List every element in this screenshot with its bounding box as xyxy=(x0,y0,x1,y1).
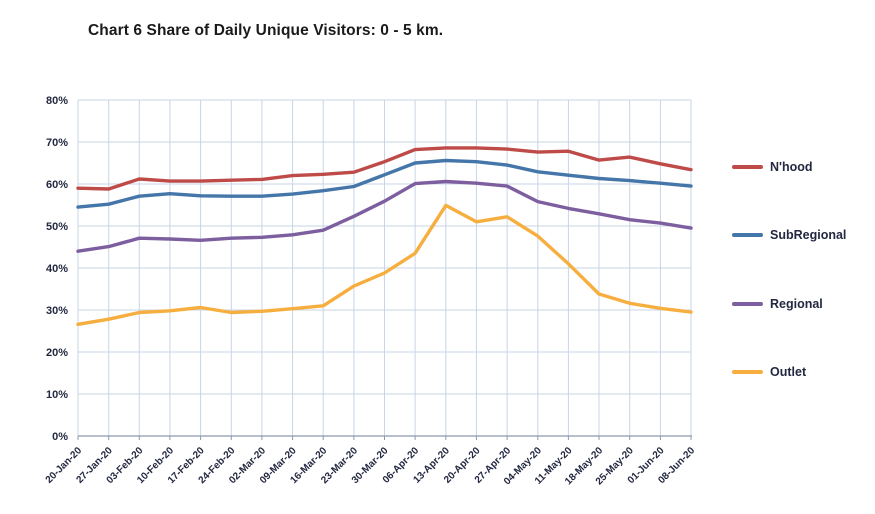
series-line-subregional xyxy=(76,158,693,209)
legend-line-swatch-n-hood xyxy=(732,165,763,169)
series-line-outlet xyxy=(76,203,693,326)
y-axis-tick-label: 40% xyxy=(46,263,68,275)
legend-item-outlet: Outlet xyxy=(732,364,806,380)
chart-legend: N'hood SubRegional Regional Outlet xyxy=(732,0,872,514)
legend-label-regional: Regional xyxy=(770,297,823,311)
legend-label-subregional: SubRegional xyxy=(770,228,847,242)
legend-line-swatch-regional xyxy=(732,302,763,306)
legend-item-n-hood: N'hood xyxy=(732,159,813,175)
chart-title: Chart 6 Share of Daily Unique Visitors: … xyxy=(88,22,444,39)
y-axis-tick-label: 20% xyxy=(46,347,68,359)
legend-label-n-hood: N'hood xyxy=(770,160,813,174)
legend-item-regional: Regional xyxy=(732,296,823,312)
y-axis-tick-label: 50% xyxy=(46,221,68,233)
y-axis-tick-label: 70% xyxy=(46,137,68,149)
y-axis-tick-label: 80% xyxy=(46,95,68,107)
legend-line-swatch-outlet xyxy=(732,370,763,374)
y-axis-tick-label: 10% xyxy=(46,389,68,401)
series-line-n-hood xyxy=(76,146,693,191)
legend-item-subregional: SubRegional xyxy=(732,227,846,243)
y-axis-tick-label: 30% xyxy=(46,305,68,317)
legend-line-swatch-subregional xyxy=(732,233,763,237)
series-line-regional xyxy=(76,179,693,253)
y-axis-tick-label: 0% xyxy=(52,431,68,443)
legend-label-outlet: Outlet xyxy=(770,365,807,379)
y-axis-tick-label: 60% xyxy=(46,179,68,191)
